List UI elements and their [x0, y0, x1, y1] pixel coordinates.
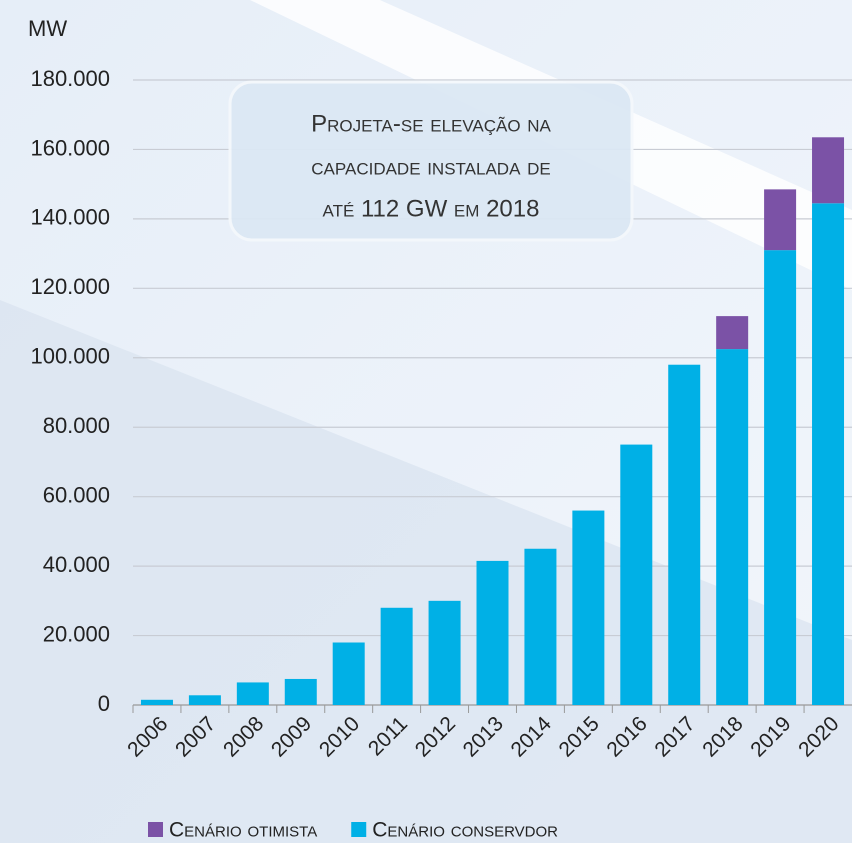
y-tick-label: 60.000 [43, 482, 110, 507]
y-tick-label: 80.000 [43, 413, 110, 438]
legend-label: Cenário otimista [169, 819, 317, 842]
bar-segment [668, 364, 701, 705]
y-axis-label: MW [28, 16, 67, 41]
bar-segment [188, 695, 221, 705]
legend-label: Cenário conservdor [372, 819, 558, 842]
y-tick-label: 100.000 [30, 344, 110, 369]
legend-swatch [351, 822, 367, 837]
y-tick-label: 40.000 [43, 552, 110, 577]
background-band [0, 300, 852, 843]
bar-segment [380, 607, 413, 705]
bar-segment [236, 682, 269, 705]
y-tick-label: 160.000 [30, 135, 110, 160]
bar-segment [524, 548, 557, 705]
bar-segment [332, 642, 365, 705]
bar-segment [716, 349, 749, 705]
annotation-line: Projeta-se elevação na [311, 110, 551, 137]
legend-swatch [148, 822, 163, 837]
bar-segment [620, 444, 653, 705]
bar-segment [428, 600, 461, 705]
bar-segment [716, 316, 749, 350]
annotation-box [228, 80, 634, 242]
y-tick-label: 140.000 [30, 205, 110, 230]
y-tick-label: 0 [98, 691, 110, 716]
y-tick-label: 120.000 [30, 274, 110, 299]
bar-segment [764, 250, 797, 705]
y-tick-label: 20.000 [43, 621, 110, 646]
bar-segment [140, 699, 173, 705]
bar-segment [572, 510, 605, 705]
bar-segment [476, 560, 509, 705]
annotation-line: capacidade instalada de [311, 153, 550, 180]
bar-segment [284, 678, 317, 705]
y-tick-label: 180.000 [30, 66, 110, 91]
annotation-line: até 112 GW em 2018 [323, 195, 540, 222]
bar-segment [812, 203, 845, 705]
bar-segment [764, 189, 797, 251]
bar-segment [812, 137, 845, 204]
